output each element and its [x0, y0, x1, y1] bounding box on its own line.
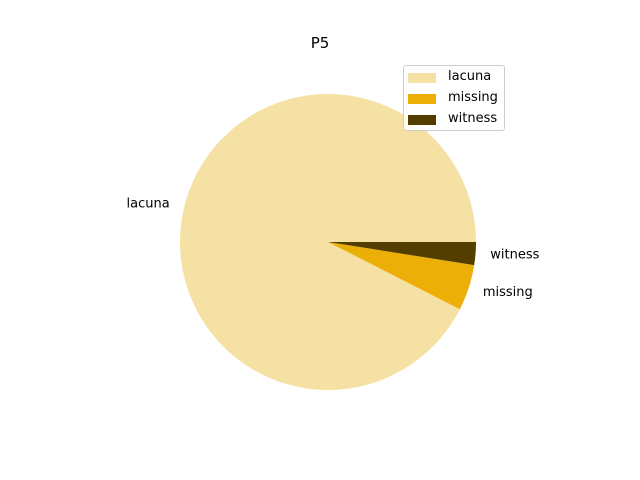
- slice-label-witness: witness: [490, 247, 539, 262]
- legend-label-witness: witness: [448, 111, 498, 126]
- legend-label-lacuna: lacuna: [448, 69, 492, 84]
- chart-title: P5: [310, 34, 330, 52]
- legend-swatch-witness: [408, 115, 436, 125]
- slice-label-missing: missing: [483, 285, 533, 300]
- slice-label-lacuna: lacuna: [127, 196, 170, 211]
- legend: lacuna missing witness: [403, 65, 505, 131]
- legend-swatch-lacuna: [408, 73, 436, 83]
- pie-slice-witness: [328, 242, 476, 266]
- legend-swatch-missing: [408, 94, 436, 104]
- pie-slice-missing: [328, 242, 475, 310]
- legend-label-missing: missing: [448, 90, 498, 105]
